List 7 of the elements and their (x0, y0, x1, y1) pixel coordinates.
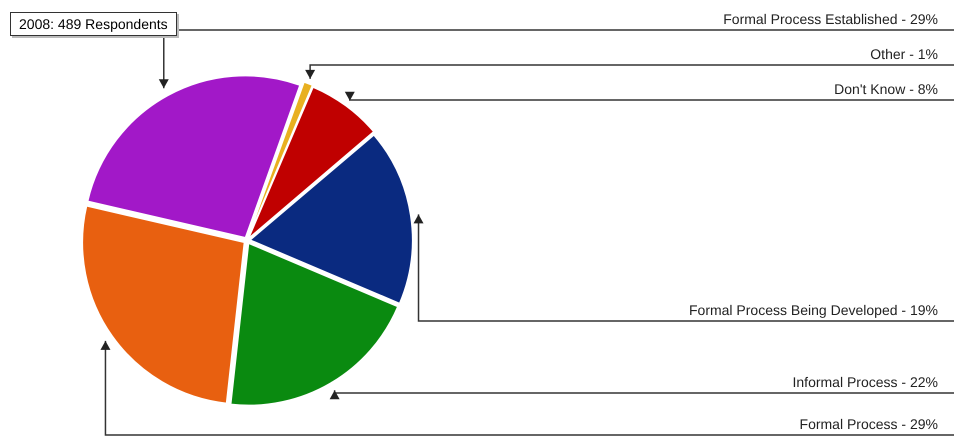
slice-label: Formal Process - 29% (800, 416, 938, 432)
slice-label: Other - 1% (870, 46, 938, 62)
slice-label: Don't Know - 8% (834, 80, 938, 97)
slice-label: Informal Process - 22% (792, 374, 938, 390)
chart-title: 2008: 489 Respondents (10, 12, 177, 36)
slice-label: Formal Process Established - 29% (723, 10, 938, 27)
slice-label: Formal Process Being Developed - 19% (688, 302, 938, 318)
